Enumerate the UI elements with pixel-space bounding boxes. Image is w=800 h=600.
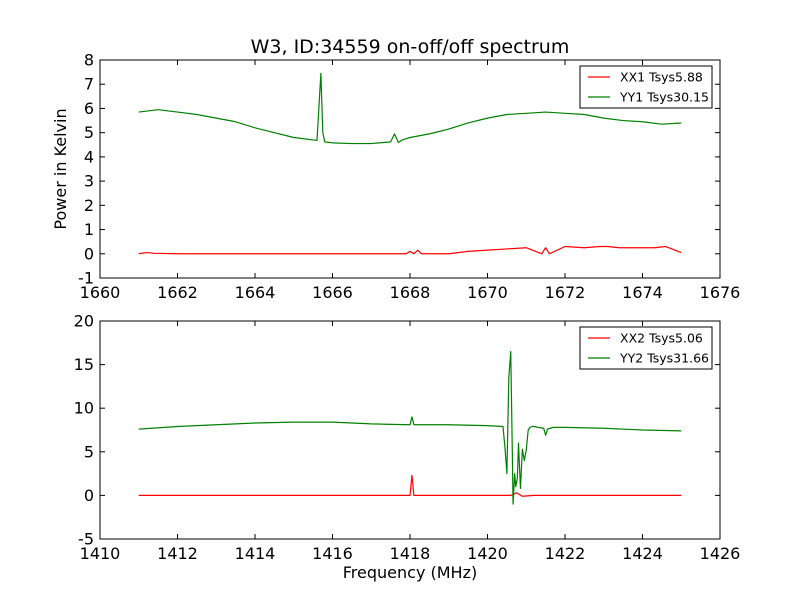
x-axis-label: Frequency (MHz) [343, 563, 477, 582]
x-tick-label: 1424 [622, 544, 663, 563]
x-tick-label: 1426 [700, 544, 741, 563]
series-line-xx1 [138, 245, 682, 255]
legend-entry-label: XX1 Tsys5.88 [620, 70, 703, 85]
y-axis-label: Power in Kelvin [51, 108, 70, 229]
y-tick-label: 1 [84, 220, 94, 239]
series-line-xx2 [138, 474, 682, 497]
legend-entry-label: YY1 Tsys30.15 [619, 90, 709, 105]
y-tick-label: 6 [84, 99, 94, 118]
x-tick-label: 1422 [545, 544, 586, 563]
y-tick-label: 8 [84, 51, 94, 70]
y-tick-label: 5 [84, 442, 94, 461]
x-tick-label: 1666 [312, 283, 353, 302]
x-tick-label: 1670 [467, 283, 508, 302]
x-tick-label: 1412 [157, 544, 198, 563]
y-tick-label: 0 [84, 486, 94, 505]
top-spectrum-panel: 1660 1662 1664 1666 1668 1670 1672 1674 1676-101… [51, 51, 740, 303]
series-line-yy2 [138, 350, 682, 505]
y-tick-label: 20 [74, 312, 94, 331]
y-tick-label: -5 [78, 530, 94, 549]
figure-title: W3, ID:34559 on-off/off spectrum [251, 36, 570, 58]
legend-entry-label: XX2 Tsys5.06 [620, 331, 703, 346]
legend-box [579, 65, 713, 109]
y-tick-label: 5 [84, 123, 94, 142]
y-tick-label: 3 [84, 172, 94, 191]
x-tick-label: 1664 [235, 283, 276, 302]
x-tick-label: 1420 [467, 544, 508, 563]
bottom-spectrum-panel: 1410 1412 1414 1416 1418 1420 1422 1424 1426 -5 0 5… [74, 312, 741, 583]
y-tick-label: 2 [84, 196, 94, 215]
x-tick-label: 1410 [80, 544, 121, 563]
x-tick-label: 1676 [700, 283, 741, 302]
x-tick-label: 1416 [312, 544, 353, 563]
x-tick-label: 1672 [545, 283, 586, 302]
y-tick-label: 10 [74, 399, 94, 418]
y-tick-label: -1 [78, 269, 94, 288]
y-tick-label: 0 [84, 244, 94, 263]
x-tick-label: 1414 [235, 544, 276, 563]
y-tick-label: 4 [84, 147, 94, 166]
x-tick-label: 1668 [390, 283, 431, 302]
legend-entry-label: YY2 Tsys31.66 [619, 351, 709, 366]
y-tick-label: 7 [84, 75, 94, 94]
x-tick-label: 1674 [622, 283, 663, 302]
x-tick-label: 1418 [390, 544, 431, 563]
x-tick-label: 1660 [80, 283, 121, 302]
x-tick-label: 1662 [157, 283, 198, 302]
legend-box [579, 326, 713, 370]
y-tick-label: 15 [74, 355, 94, 374]
series-line-yy1 [138, 72, 682, 145]
